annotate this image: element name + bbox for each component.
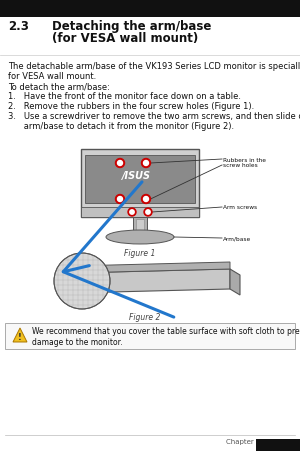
Text: Figure 2: Figure 2	[129, 312, 161, 321]
FancyBboxPatch shape	[81, 207, 199, 217]
Text: We recommend that you cover the table surface with soft cloth to prevent
damage : We recommend that you cover the table su…	[32, 327, 300, 346]
Circle shape	[128, 208, 136, 216]
Circle shape	[54, 253, 110, 309]
Text: 2.   Remove the rubbers in the four screw holes (Figure 1).: 2. Remove the rubbers in the four screw …	[8, 102, 254, 111]
Circle shape	[118, 197, 122, 202]
FancyBboxPatch shape	[256, 439, 300, 451]
Ellipse shape	[106, 230, 174, 244]
Circle shape	[146, 210, 150, 215]
Text: Arm screws: Arm screws	[223, 205, 257, 210]
Circle shape	[142, 159, 151, 168]
FancyBboxPatch shape	[85, 156, 195, 203]
Text: !: !	[18, 332, 22, 341]
Circle shape	[143, 197, 148, 202]
Text: To detach the arm/base:: To detach the arm/base:	[8, 82, 110, 91]
Text: /ISUS: /ISUS	[122, 170, 151, 180]
FancyBboxPatch shape	[5, 323, 295, 349]
Circle shape	[142, 195, 151, 204]
Circle shape	[144, 208, 152, 216]
Text: Figure 1: Figure 1	[124, 249, 156, 258]
Polygon shape	[72, 269, 230, 293]
Text: Rubbers in the
screw holes: Rubbers in the screw holes	[223, 157, 266, 168]
FancyBboxPatch shape	[0, 0, 300, 18]
Text: Chapter 2: Setup: Chapter 2: Setup	[226, 438, 285, 444]
Text: Arm/base: Arm/base	[223, 236, 251, 241]
Circle shape	[118, 161, 122, 166]
Text: (for VESA wall mount): (for VESA wall mount)	[52, 32, 198, 45]
FancyBboxPatch shape	[136, 220, 144, 230]
Polygon shape	[72, 262, 230, 273]
Polygon shape	[64, 269, 72, 293]
Text: 3.   Use a screwdriver to remove the two arm screws, and then slide out the
    : 3. Use a screwdriver to remove the two a…	[8, 112, 300, 131]
Polygon shape	[13, 328, 27, 342]
Circle shape	[130, 210, 134, 215]
Circle shape	[143, 161, 148, 166]
Polygon shape	[74, 276, 108, 291]
FancyBboxPatch shape	[81, 150, 199, 217]
FancyBboxPatch shape	[133, 217, 147, 232]
Circle shape	[116, 195, 124, 204]
Text: 1.   Have the front of the monitor face down on a table.: 1. Have the front of the monitor face do…	[8, 92, 241, 101]
Text: The detachable arm/base of the VK193 Series LCD monitor is specially designed
fo: The detachable arm/base of the VK193 Ser…	[8, 62, 300, 81]
Circle shape	[116, 159, 124, 168]
Text: Detaching the arm/base: Detaching the arm/base	[52, 20, 212, 33]
Text: 2.3: 2.3	[8, 20, 29, 33]
Polygon shape	[230, 269, 240, 295]
